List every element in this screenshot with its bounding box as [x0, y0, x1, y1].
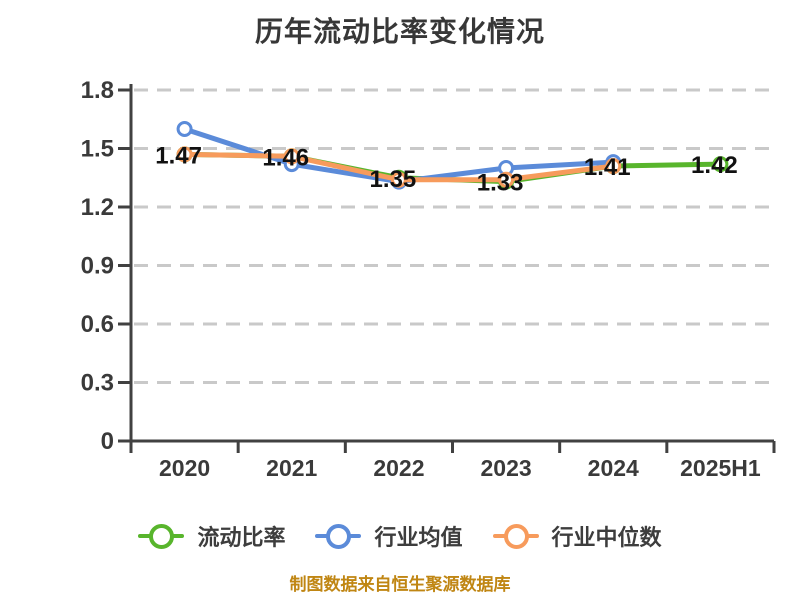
- svg-text:2023: 2023: [480, 455, 531, 481]
- legend-circle-icon: [149, 524, 175, 549]
- svg-text:2022: 2022: [373, 455, 424, 481]
- data-source-note: 制图数据来自恒生聚源数据库: [289, 575, 511, 594]
- svg-text:1.41: 1.41: [584, 154, 631, 181]
- svg-text:1.47: 1.47: [155, 142, 202, 169]
- svg-text:2021: 2021: [266, 455, 317, 481]
- svg-text:1.5: 1.5: [81, 136, 114, 163]
- legend-item-industry-median[interactable]: 行业中位数: [492, 520, 662, 552]
- chart-title: 历年流动比率变化情况: [254, 16, 545, 47]
- legend-marker: [315, 522, 362, 550]
- legend: 流动比率 行业均值 行业中位数: [0, 520, 800, 552]
- svg-text:1.35: 1.35: [370, 166, 417, 193]
- svg-text:1.33: 1.33: [477, 170, 524, 197]
- svg-text:0: 0: [101, 428, 114, 455]
- svg-text:0.6: 0.6: [81, 311, 114, 338]
- legend-label: 流动比率: [197, 525, 286, 550]
- legend-item-current-ratio[interactable]: 流动比率: [138, 520, 285, 552]
- legend-label: 行业均值: [374, 525, 463, 550]
- legend-circle-icon: [326, 524, 352, 549]
- svg-text:2020: 2020: [159, 455, 210, 481]
- svg-text:2024: 2024: [588, 455, 639, 481]
- legend-item-industry-average[interactable]: 行业均值: [315, 520, 463, 552]
- legend-marker: [138, 522, 185, 550]
- svg-text:1.46: 1.46: [262, 144, 309, 171]
- svg-text:2025H1: 2025H1: [680, 455, 761, 481]
- legend-marker: [492, 522, 539, 550]
- legend-label: 行业中位数: [551, 525, 662, 550]
- svg-text:1.8: 1.8: [81, 77, 114, 104]
- svg-text:1.2: 1.2: [81, 194, 114, 221]
- legend-circle-icon: [503, 524, 529, 549]
- svg-text:0.3: 0.3: [81, 370, 114, 397]
- svg-text:1.42: 1.42: [691, 152, 738, 179]
- svg-text:0.9: 0.9: [81, 253, 114, 280]
